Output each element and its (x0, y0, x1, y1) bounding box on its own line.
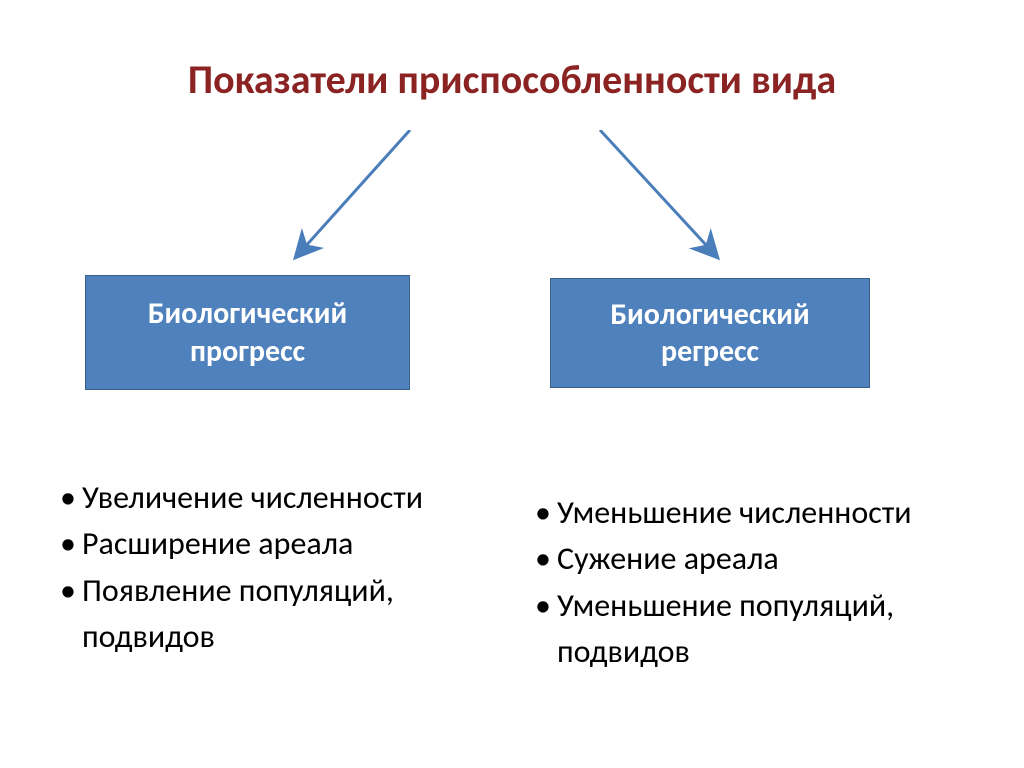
list-item: Расширение ареала (60, 521, 480, 567)
list-item: Сужение ареала (535, 536, 975, 582)
box-progress-line1: Биологический (148, 295, 347, 333)
list-item: Уменьшение численности (535, 490, 975, 536)
box-regress-line2: регресс (661, 333, 759, 371)
box-regress: Биологический регресс (550, 278, 870, 388)
box-regress-line1: Биологический (610, 296, 809, 334)
list-item: Увеличение численности (60, 475, 480, 521)
list-item: Уменьшение популяций, подвидов (535, 583, 975, 676)
box-progress-line2: прогресс (190, 333, 305, 371)
arrow-left (280, 130, 440, 280)
diagram-title: Показатели приспособленности вида (0, 55, 1024, 104)
box-progress: Биологический прогресс (85, 275, 410, 390)
bullets-regress: Уменьшение численности Сужение ареала Ум… (535, 490, 975, 676)
list-item: Появление популяций, подвидов (60, 568, 480, 661)
arrow-right (590, 130, 750, 280)
bullets-progress: Увеличение численности Расширение ареала… (60, 475, 480, 661)
